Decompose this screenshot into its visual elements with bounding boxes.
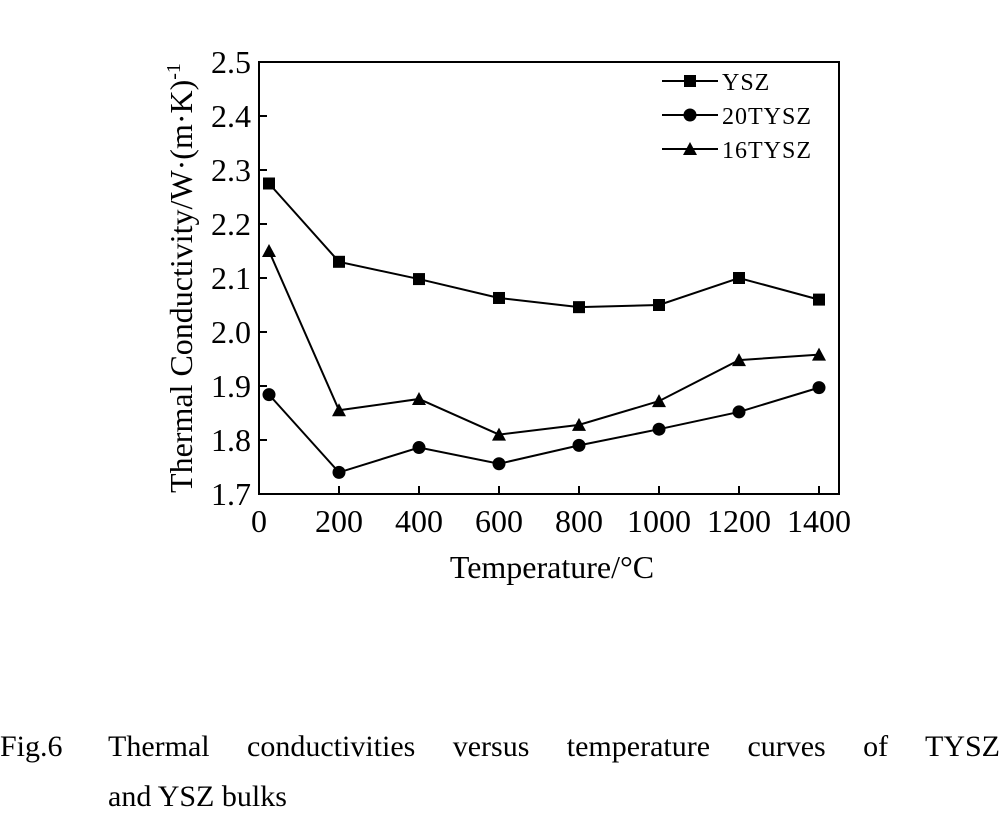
data-point-16tysz <box>332 403 346 417</box>
data-point-20tysz <box>332 465 346 479</box>
y-tick-label: 1.7 <box>211 476 251 512</box>
data-point-16tysz <box>572 417 586 431</box>
data-point-20tysz <box>732 405 746 419</box>
x-tick-label: 0 <box>251 503 267 539</box>
data-point-20tysz <box>812 381 826 395</box>
y-tick-label: 2.4 <box>211 98 251 134</box>
chart: 0 200 400 600 800 1000 1200 1400 1.7 1.8 1.9 2.0 2.… <box>163 44 851 585</box>
x-tick-label: 800 <box>555 503 603 539</box>
data-point-16tysz <box>492 427 506 441</box>
data-point-ysz <box>333 255 345 268</box>
y-tick-label: 2.5 <box>211 44 251 80</box>
y-axis-title: Thermal Conductivity/W·(m·K)-1 <box>163 63 199 493</box>
data-point-16tysz <box>262 244 276 257</box>
legend-label-20tysz: 20TYSZ <box>722 104 812 130</box>
legend-label-16tysz: 16TYSZ <box>722 138 812 164</box>
y-tick-label: 2.0 <box>211 314 251 350</box>
caption-label: Fig.6 <box>0 730 63 763</box>
series-line-ysz <box>268 182 820 309</box>
data-point-20tysz <box>412 441 426 455</box>
y-axis-title-main: Thermal Conductivity/W·(m·K) <box>163 80 199 493</box>
data-point-16tysz <box>412 391 426 405</box>
x-tick-label: 200 <box>315 503 363 539</box>
x-tick-label: 400 <box>395 503 443 539</box>
x-tick-label: 1000 <box>627 503 691 539</box>
data-point-20tysz <box>572 438 586 452</box>
x-tick-label: 600 <box>475 503 523 539</box>
series-line-20tysz <box>268 386 820 474</box>
data-point-ysz <box>653 299 665 311</box>
data-point-20tysz <box>492 457 506 471</box>
x-axis-title: Temperature/°C <box>450 549 654 585</box>
y-tick-label: 2.1 <box>211 260 251 296</box>
caption-text-line2: and YSZ bulks <box>108 780 287 813</box>
data-point-16tysz <box>812 347 826 361</box>
x-tick-label: 1400 <box>787 503 851 539</box>
legend: YSZ 20TYSZ 16TYSZ <box>662 70 812 164</box>
series-layer <box>262 177 826 479</box>
legend-marker-ysz <box>684 75 696 87</box>
y-axis-ticks: 1.7 1.8 1.9 2.0 2.1 2.2 2.3 2.4 2.5 <box>211 44 267 512</box>
y-tick-label: 2.3 <box>211 152 251 188</box>
y-tick-label: 1.8 <box>211 422 251 458</box>
data-point-20tysz <box>652 422 666 436</box>
data-point-20tysz <box>262 388 276 402</box>
legend-marker-16tysz <box>683 142 697 155</box>
data-point-ysz <box>813 293 825 306</box>
x-tick-label: 1200 <box>707 503 771 539</box>
data-point-ysz <box>733 272 745 284</box>
y-tick-label: 1.9 <box>211 368 251 404</box>
data-point-16tysz <box>652 394 666 408</box>
data-point-ysz <box>263 177 275 190</box>
data-point-ysz <box>573 301 585 314</box>
legend-label-ysz: YSZ <box>722 70 770 96</box>
series-line-16tysz <box>268 250 820 436</box>
data-point-ysz <box>413 273 425 286</box>
caption-text-line1: Thermal conductivities versus temperatur… <box>108 730 1000 763</box>
legend-marker-20tysz <box>683 108 697 122</box>
x-axis-ticks: 0 200 400 600 800 1000 1200 1400 <box>251 486 851 539</box>
figure-caption: Fig.6 Thermal conductivities versus temp… <box>0 722 1000 822</box>
data-point-ysz <box>493 291 505 304</box>
y-axis-title-exponent: -1 <box>163 63 185 80</box>
data-point-16tysz <box>732 353 746 367</box>
y-tick-label: 2.2 <box>211 206 251 242</box>
